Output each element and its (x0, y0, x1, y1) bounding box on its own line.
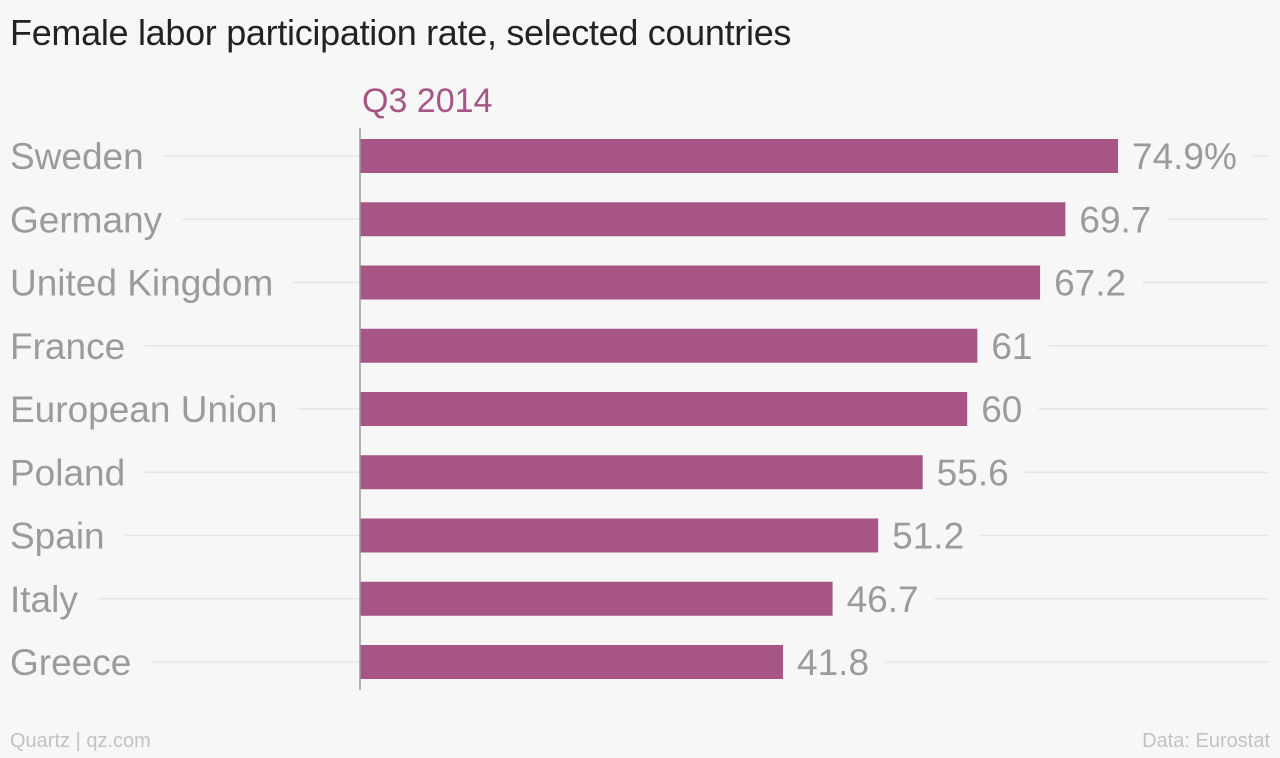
value-label: 69.7 (1079, 199, 1151, 240)
value-label: 55.6 (937, 452, 1009, 493)
bar (360, 392, 968, 426)
category-label: Sweden (10, 136, 144, 177)
source-text: Data: Eurostat (1142, 730, 1270, 752)
bar (360, 518, 879, 553)
category-label: Spain (10, 516, 105, 557)
value-label: 74.9% (1132, 136, 1237, 177)
category-label: Italy (10, 579, 78, 620)
bar (360, 139, 1118, 173)
bar (360, 581, 833, 616)
value-label: 61 (991, 326, 1032, 367)
credit-text: Quartz | qz.com (10, 730, 151, 752)
chart-title: Female labor participation rate, selecte… (10, 12, 792, 53)
bar (360, 645, 784, 679)
category-label: Germany (10, 199, 163, 240)
category-label: Poland (10, 452, 125, 493)
value-label: 41.8 (797, 642, 869, 683)
series-label: Q3 2014 (362, 82, 492, 120)
category-label: Greece (10, 642, 131, 683)
value-label: 51.2 (892, 516, 964, 557)
bar (360, 328, 978, 363)
category-label: European Union (10, 389, 277, 430)
bar (360, 202, 1066, 237)
value-label: 60 (981, 389, 1022, 430)
bar (360, 455, 923, 490)
value-label: 46.7 (847, 579, 919, 620)
category-label: France (10, 326, 125, 367)
bar (360, 265, 1041, 300)
category-label: United Kingdom (10, 263, 273, 304)
value-label: 67.2 (1054, 263, 1126, 304)
